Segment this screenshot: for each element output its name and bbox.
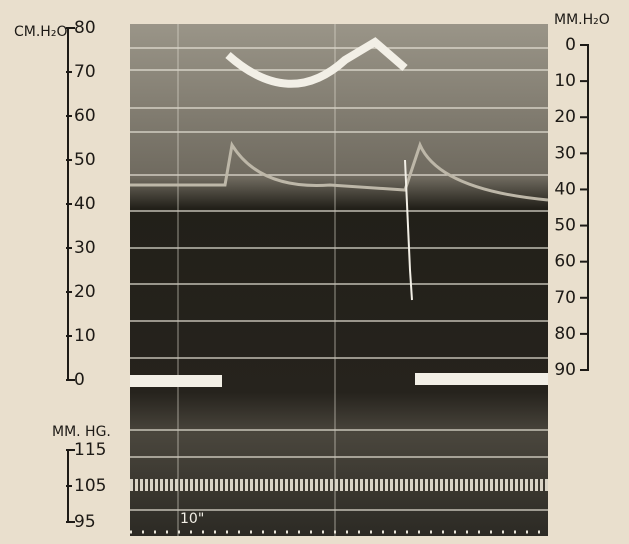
- pressure-axis-label: MM. HG.: [52, 424, 111, 440]
- right-axis-label: MM.H₂O: [554, 12, 610, 28]
- tick-label: 30: [554, 143, 576, 163]
- tick-label: 80: [554, 324, 576, 344]
- recording-area: [130, 24, 548, 536]
- tick-label: 10: [74, 326, 96, 346]
- left-axis-label: CM.H₂O: [14, 24, 67, 40]
- traces: [130, 37, 549, 534]
- tick-label: 20: [554, 107, 576, 127]
- tick-label: 70: [74, 62, 96, 82]
- tick-label: 0: [565, 35, 576, 55]
- tick-label: 60: [74, 106, 96, 126]
- tick-label: 95: [74, 512, 96, 532]
- tick-label: 60: [554, 252, 576, 272]
- tick-label: 20: [74, 282, 96, 302]
- tick-label: 0: [74, 370, 85, 390]
- tick-label: 40: [74, 194, 96, 214]
- tick-label: 80: [74, 18, 96, 38]
- tick-label: 50: [554, 216, 576, 236]
- tick-label: 90: [554, 360, 576, 380]
- tick-label: 50: [74, 150, 96, 170]
- tick-label: 70: [554, 288, 576, 308]
- tick-label: 30: [74, 238, 96, 258]
- tick-label: 10: [554, 71, 576, 91]
- tick-label: 40: [554, 179, 576, 199]
- tick-label: 115: [74, 440, 106, 460]
- time-marker: 10": [180, 511, 204, 527]
- scan-lines: [130, 24, 548, 536]
- tick-label: 105: [74, 476, 106, 496]
